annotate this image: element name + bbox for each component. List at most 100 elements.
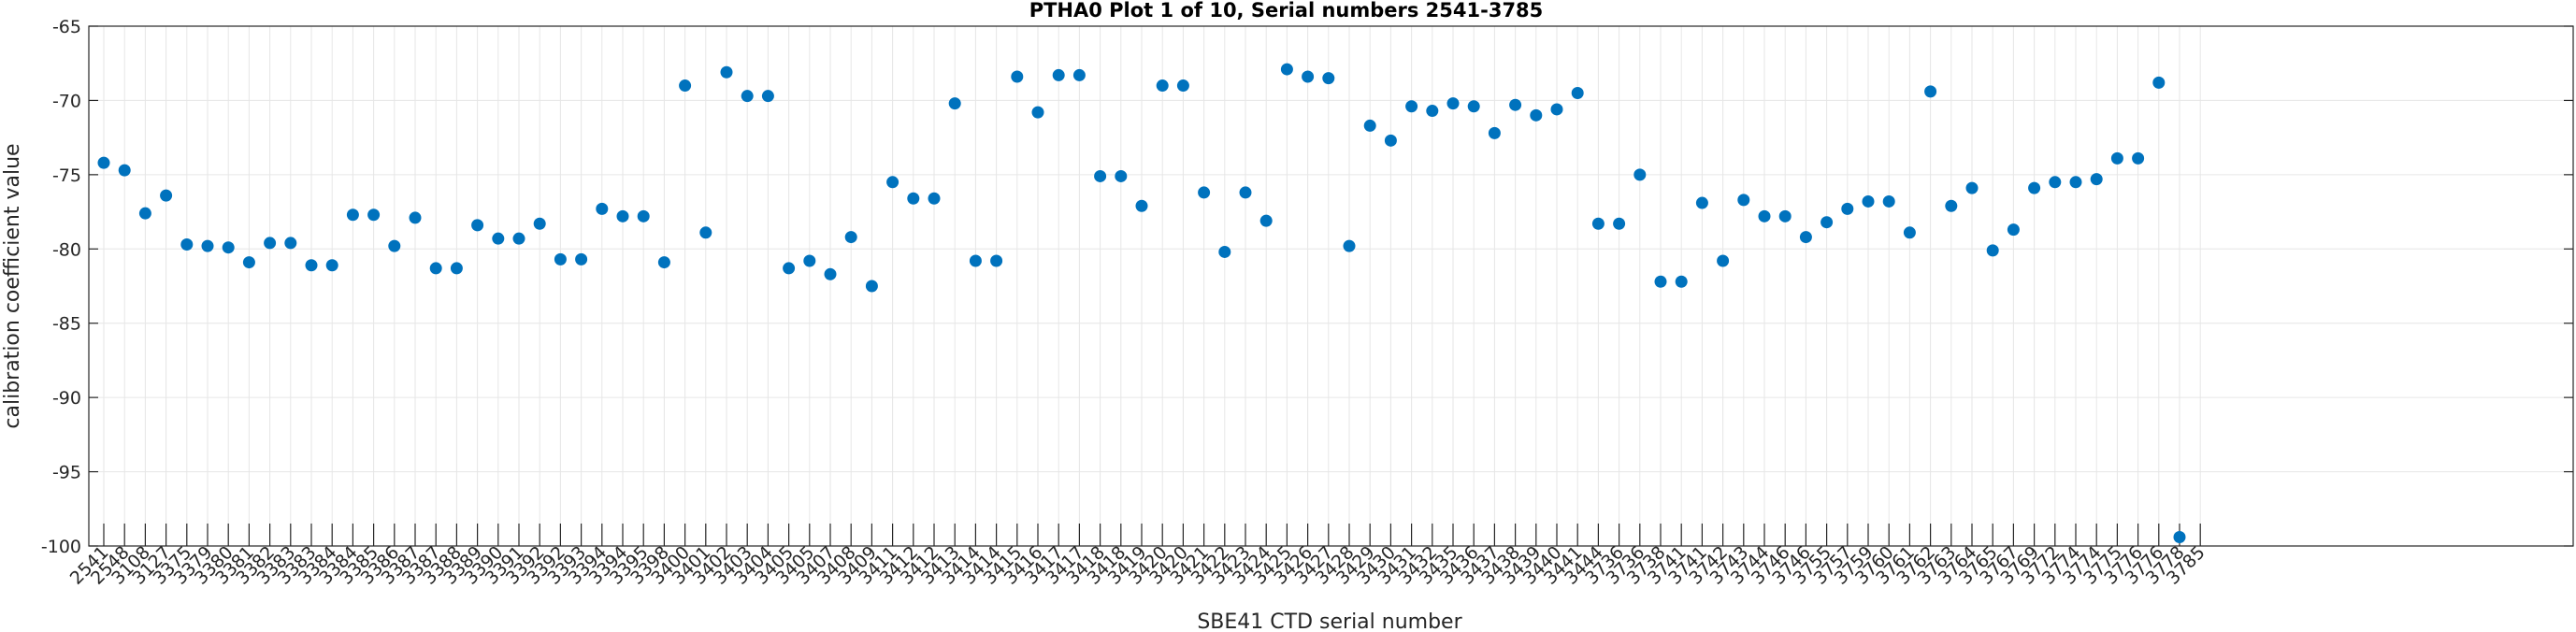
data-point bbox=[1986, 244, 1999, 257]
data-point bbox=[284, 237, 297, 250]
data-point bbox=[1239, 186, 1252, 199]
data-point bbox=[803, 254, 816, 267]
data-point bbox=[990, 254, 1003, 267]
data-point bbox=[1405, 100, 1418, 113]
data-point bbox=[346, 208, 359, 222]
chart-title: PTHA0 Plot 1 of 10, Serial numbers 2541-… bbox=[1029, 0, 1544, 22]
data-point bbox=[1135, 199, 1148, 212]
data-point bbox=[1446, 97, 1460, 110]
data-point bbox=[679, 79, 692, 93]
data-point bbox=[1426, 105, 1439, 118]
y-axis-label: calibration coefficient value bbox=[1, 143, 24, 428]
data-point bbox=[1799, 231, 1812, 244]
data-point bbox=[2152, 76, 2166, 89]
data-point bbox=[969, 254, 982, 267]
data-point bbox=[512, 232, 525, 245]
data-point bbox=[492, 232, 505, 245]
data-point bbox=[242, 256, 255, 269]
data-point bbox=[1011, 70, 1024, 83]
data-point bbox=[471, 219, 484, 232]
data-points bbox=[97, 63, 2186, 543]
data-point bbox=[616, 209, 629, 223]
data-point bbox=[1198, 186, 1211, 199]
data-point bbox=[1509, 98, 1522, 111]
data-point bbox=[1343, 239, 1356, 252]
data-point bbox=[1695, 196, 1708, 209]
data-point bbox=[783, 262, 796, 275]
data-point bbox=[1654, 275, 1667, 288]
data-point bbox=[1259, 214, 1273, 227]
data-point bbox=[1571, 86, 1584, 99]
data-point bbox=[1176, 79, 1189, 93]
data-point bbox=[1945, 199, 1958, 212]
data-point bbox=[1052, 68, 1065, 81]
data-point bbox=[1156, 79, 1169, 93]
data-point bbox=[2049, 176, 2062, 189]
data-point bbox=[367, 208, 381, 222]
data-point bbox=[1613, 217, 1626, 230]
data-point bbox=[657, 256, 670, 269]
y-tick-label: -75 bbox=[52, 165, 81, 186]
data-point bbox=[1363, 119, 1376, 132]
data-point bbox=[388, 239, 401, 252]
data-point bbox=[865, 280, 878, 293]
data-point bbox=[1675, 275, 1688, 288]
data-point bbox=[575, 252, 588, 266]
data-point bbox=[1633, 168, 1647, 181]
data-point bbox=[429, 262, 442, 275]
data-point bbox=[1862, 194, 1875, 208]
data-point bbox=[1778, 209, 1792, 223]
y-axis-ticks: -65 -70 -75 -80 -85 -90 -95 -100 bbox=[41, 17, 2573, 557]
data-point bbox=[637, 209, 650, 223]
data-point bbox=[1072, 68, 1086, 81]
data-point bbox=[554, 252, 567, 266]
data-point bbox=[1322, 72, 1335, 85]
data-point bbox=[844, 231, 857, 244]
data-point bbox=[450, 262, 463, 275]
y-tick-label: -70 bbox=[52, 91, 81, 111]
data-point bbox=[118, 164, 131, 177]
data-point bbox=[1094, 169, 1107, 182]
data-point bbox=[886, 176, 899, 189]
data-point bbox=[2173, 530, 2186, 543]
data-point bbox=[1737, 194, 1750, 207]
data-point bbox=[533, 217, 546, 230]
data-point bbox=[1550, 103, 1563, 116]
data-point bbox=[305, 259, 318, 272]
data-point bbox=[1717, 254, 1730, 267]
data-point bbox=[1591, 217, 1605, 230]
data-point bbox=[1903, 226, 1916, 239]
data-point bbox=[1924, 85, 1937, 98]
data-point bbox=[1841, 202, 1854, 215]
data-point bbox=[1218, 245, 1231, 258]
data-point bbox=[1280, 63, 1293, 76]
data-point bbox=[596, 202, 609, 215]
data-point bbox=[1758, 209, 1771, 223]
data-point bbox=[1882, 194, 1895, 208]
data-point bbox=[1820, 216, 1834, 229]
y-tick-label: -95 bbox=[52, 463, 81, 483]
data-point bbox=[2110, 151, 2123, 165]
data-point bbox=[1115, 169, 1128, 182]
data-point bbox=[1488, 126, 1501, 139]
data-point bbox=[2090, 173, 2103, 186]
data-point bbox=[1965, 181, 1979, 194]
y-tick-label: -100 bbox=[41, 537, 81, 557]
y-tick-label: -85 bbox=[52, 314, 81, 335]
data-point bbox=[761, 90, 774, 103]
y-tick-label: -90 bbox=[52, 388, 81, 409]
y-grid bbox=[89, 25, 2573, 547]
data-point bbox=[824, 267, 837, 280]
data-point bbox=[720, 65, 733, 79]
x-axis-label: SBE41 CTD serial number bbox=[1197, 610, 1462, 632]
y-tick-label: -65 bbox=[52, 17, 81, 37]
data-point bbox=[180, 238, 194, 251]
data-point bbox=[160, 189, 173, 202]
data-point bbox=[948, 97, 961, 110]
data-point bbox=[1302, 70, 1315, 83]
x-axis-ticks: 2541254831083127337533793380338133823383… bbox=[66, 524, 2209, 589]
data-point bbox=[2069, 176, 2082, 189]
data-point bbox=[264, 237, 277, 250]
data-point bbox=[1530, 108, 1543, 122]
